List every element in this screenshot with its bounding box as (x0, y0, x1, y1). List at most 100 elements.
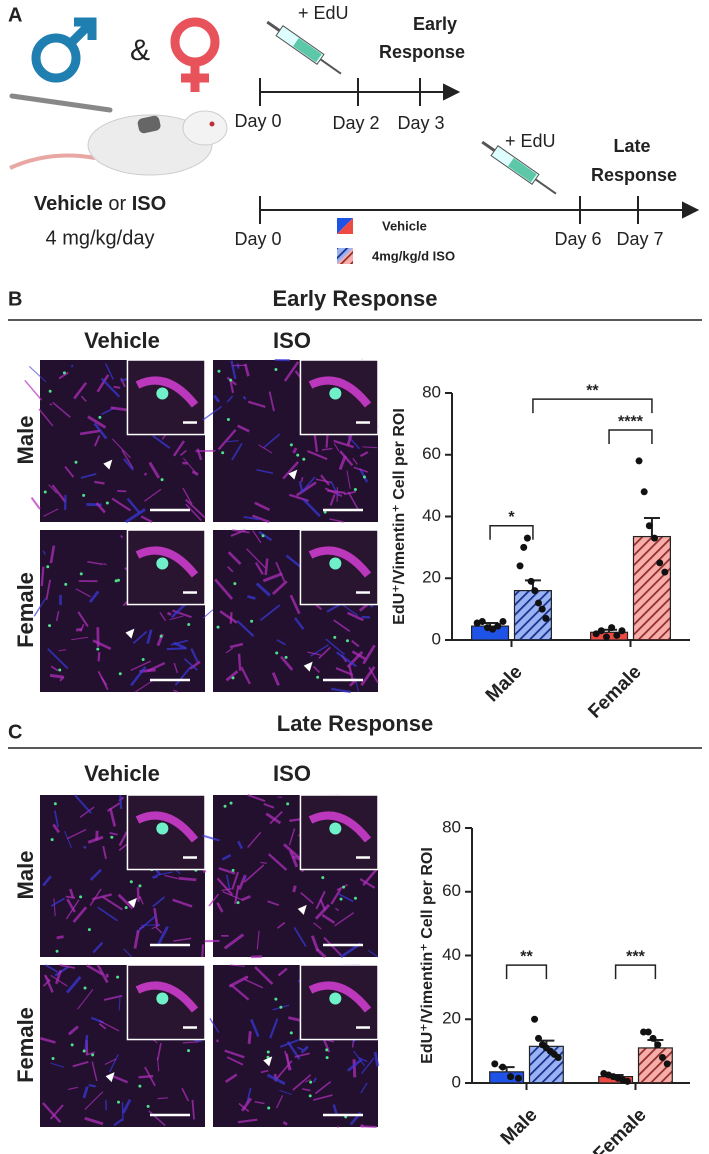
edu-dot (146, 1104, 150, 1108)
tissue-strand (183, 658, 198, 671)
tissue-strand (56, 935, 64, 940)
significance-bracket (608, 429, 653, 445)
tissue-strand (75, 588, 91, 598)
tissue-strand (265, 812, 282, 825)
tissue-strand (283, 361, 300, 382)
tissue-strand (182, 1041, 200, 1044)
swatch-part (337, 218, 353, 234)
data-point (608, 624, 616, 632)
inset-cell (308, 376, 372, 408)
tissue-strand (72, 906, 88, 923)
edu-dot (266, 1050, 270, 1054)
row-header: Female (13, 572, 38, 648)
arrowhead (127, 897, 137, 908)
y-tick-label: 80 (422, 382, 441, 401)
tissue-strand (236, 424, 250, 433)
panel-label: A (8, 4, 22, 26)
data-point (534, 599, 542, 607)
swatch-part (337, 248, 353, 264)
tissue-strand (42, 875, 52, 887)
tissue-strand (120, 534, 124, 539)
tissue-strand (247, 794, 266, 802)
tissue-strand (178, 876, 197, 882)
tissue-strand (306, 450, 328, 461)
edu-dot (231, 676, 235, 680)
data-point (520, 543, 528, 551)
data-point (554, 1054, 562, 1061)
tissue-strand (133, 930, 140, 949)
y-tick-label: 20 (422, 568, 441, 587)
tissue-strand (102, 896, 123, 911)
tissue-strand (93, 422, 108, 440)
tissue-strand (335, 907, 339, 912)
day-label: Day 2 (332, 113, 379, 133)
tissue-strand (360, 1057, 375, 1075)
tissue-strand (238, 1102, 250, 1113)
tissue-strand (313, 1077, 317, 1083)
tissue-strand (254, 561, 264, 575)
edu-dot (141, 658, 145, 662)
arrowhead (105, 1072, 115, 1083)
arrowhead (297, 904, 307, 915)
tissue-strand (264, 558, 269, 576)
tissue-strand (125, 508, 146, 524)
data-point (538, 605, 546, 613)
tissue-strand (279, 1089, 292, 1095)
tissue-strand (164, 874, 179, 880)
bar (632, 535, 671, 641)
tissue-strand (148, 1110, 166, 1127)
edu-dot (325, 1056, 329, 1060)
inset-nucleus (156, 557, 169, 570)
micrograph (40, 794, 207, 958)
tissue-strand (229, 612, 233, 624)
tissue-strand (59, 676, 65, 682)
tissue-strand (147, 661, 166, 673)
tissue-strand (45, 964, 59, 973)
tissue-strand (33, 597, 47, 617)
y-tick-label: 20 (442, 1009, 461, 1028)
tissue-strand (271, 580, 288, 596)
edu-dot (223, 804, 227, 808)
tissue-strand (157, 926, 169, 945)
tissue-strand (231, 442, 243, 461)
tissue-strand (251, 514, 270, 524)
tissue-strand (185, 503, 202, 522)
edu-dot (323, 510, 327, 514)
tissue-strand (240, 1097, 253, 1112)
tissue-strand (182, 487, 193, 505)
tissue-strand (47, 648, 69, 670)
tissue-strand (243, 864, 265, 883)
tissue-strand (353, 1050, 366, 1067)
x-tick-label: Female (589, 1105, 650, 1154)
edu-dot (138, 1084, 142, 1088)
edu-dot (50, 838, 54, 842)
data-point (654, 1041, 662, 1049)
tissue-strand (193, 1039, 202, 1043)
tissue-strand (73, 381, 88, 400)
tissue-strand (132, 630, 148, 644)
data-point (489, 625, 497, 633)
inset-cell (135, 981, 199, 1013)
edu-dot (138, 884, 142, 888)
tissue-strand (231, 871, 240, 890)
tissue-strand (44, 974, 54, 993)
edu-dot (274, 997, 278, 1001)
tissue-strand (152, 896, 166, 908)
tissue-strand (247, 400, 266, 409)
edu-dot (48, 624, 52, 628)
tissue-strand (260, 861, 267, 864)
edu-dot (83, 986, 87, 990)
data-point (514, 1074, 522, 1082)
tissue-strand (258, 530, 273, 542)
arrowhead (303, 661, 313, 672)
tissue-strand (296, 1046, 304, 1051)
inset-cell (135, 376, 199, 408)
edu-dot (289, 1031, 293, 1035)
timeline (259, 196, 700, 224)
edu-dot (221, 451, 225, 455)
tissue-strand (237, 1118, 258, 1124)
edu-dot (342, 885, 346, 889)
tissue-strand (151, 924, 161, 930)
micrograph (24, 359, 206, 524)
